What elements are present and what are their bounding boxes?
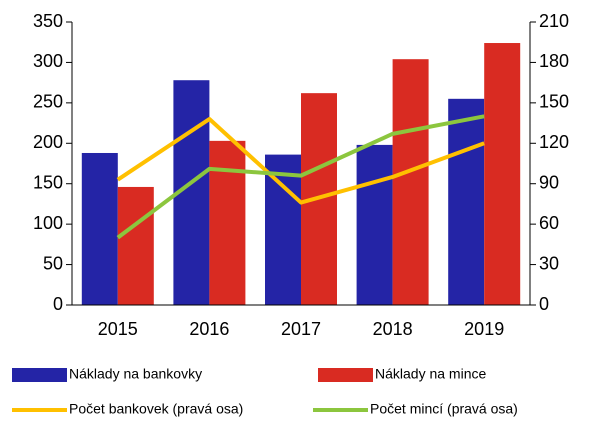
y2-tick-label: 180 [539, 51, 569, 71]
y2-tick-label: 150 [539, 92, 569, 112]
y-tick-label: 350 [33, 11, 63, 31]
x-tick-label: 2019 [464, 319, 504, 339]
bar [392, 59, 429, 305]
y2-tick-label: 90 [539, 172, 559, 192]
y-tick-label: 250 [33, 92, 63, 112]
x-tick-label: 2016 [189, 319, 229, 339]
x-tick-label: 2018 [373, 319, 413, 339]
line-series [116, 117, 485, 205]
y-tick-label: 200 [33, 132, 63, 152]
y2-tick-label: 30 [539, 253, 559, 273]
legend-label: Náklady na mince [375, 366, 486, 382]
bar [209, 140, 246, 305]
legend-label: Počet mincí (pravá osa) [370, 401, 518, 417]
x-tick-label: 2017 [281, 319, 321, 339]
y-tick-label: 150 [33, 172, 63, 192]
bar [356, 144, 393, 305]
bar [265, 154, 301, 305]
y2-tick-label: 120 [539, 132, 569, 152]
x-tick-label: 2015 [98, 319, 138, 339]
y2-tick-label: 60 [539, 213, 559, 233]
legend-label: Náklady na bankovky [69, 366, 202, 382]
y2-tick-label: 210 [539, 11, 569, 31]
line-series [116, 114, 485, 240]
bar [81, 152, 118, 305]
y-tick-label: 50 [43, 253, 63, 273]
bar [448, 98, 485, 305]
y-tick-label: 0 [53, 294, 63, 314]
bar [484, 43, 521, 305]
legend-swatch [318, 368, 373, 382]
legend-label: Počet bankovek (pravá osa) [69, 401, 243, 417]
legend-swatch [12, 368, 67, 382]
y-tick-label: 100 [33, 213, 63, 233]
bar [117, 186, 154, 305]
y2-tick-label: 0 [539, 294, 549, 314]
y-tick-label: 300 [33, 51, 63, 71]
